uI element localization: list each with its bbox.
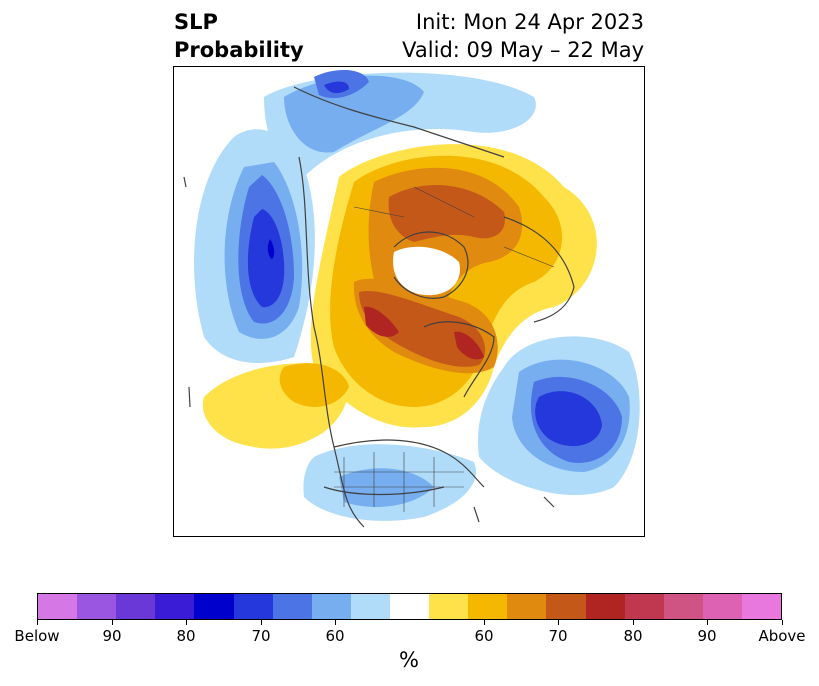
colorbar: [37, 593, 782, 620]
colorbar-segment: [77, 594, 117, 619]
title-product: Probability: [174, 38, 304, 62]
colorbar-segment: [389, 594, 430, 619]
colorbar-tick-label: 60: [474, 627, 494, 645]
colorbar-segment: [663, 594, 703, 619]
colorbar-tick-label: 80: [176, 627, 196, 645]
us-low-probability: [303, 444, 476, 521]
probability-map: [183, 70, 640, 528]
colorbar-tick: [112, 620, 113, 625]
colorbar-segment: [585, 594, 625, 619]
asia-low-probability: [264, 70, 536, 177]
colorbar-tick: [335, 620, 336, 625]
colorbar-tick: [558, 620, 559, 625]
colorbar-segment: [702, 594, 742, 619]
state-borders: [334, 186, 555, 512]
colorbar-tick: [37, 620, 38, 625]
colorbar-tick-label: 90: [102, 627, 122, 645]
colorbar-segment: [155, 594, 195, 619]
colorbar-segment: [741, 594, 782, 619]
colorbar-tick: [707, 620, 708, 625]
colorbar-tick: [484, 620, 485, 625]
colorbar-tick: [782, 620, 783, 625]
colorbar-tick-label: 70: [548, 627, 568, 645]
colorbar-tick: [633, 620, 634, 625]
land-outlines: [183, 86, 575, 528]
colorbar-segment: [272, 594, 312, 619]
colorbar-tick: [186, 620, 187, 625]
colorbar-tick-label: 70: [251, 627, 271, 645]
colorbar-unit: %: [399, 648, 419, 672]
colorbar-segment: [311, 594, 351, 619]
colorbar-segment: [194, 594, 234, 619]
title-variable: SLP: [174, 10, 218, 34]
colorbar-tick-label: 90: [697, 627, 717, 645]
colorbar-segment: [546, 594, 586, 619]
colorbar-tick-label: 80: [623, 627, 643, 645]
colorbar-segment: [116, 594, 156, 619]
colorbar-tick-label: Above: [758, 627, 806, 645]
colorbar-segment: [507, 594, 547, 619]
map-panel[interactable]: [173, 66, 645, 537]
title-left: SLP Probability: [174, 8, 304, 64]
colorbar-segment: [468, 594, 508, 619]
colorbar-tick: [261, 620, 262, 625]
colorbar-segment: [233, 594, 273, 619]
colorbar-segment: [624, 594, 664, 619]
pacific-low-probability: [194, 129, 315, 363]
atlantic-low-probability: [478, 336, 640, 496]
init-date: Init: Mon 24 Apr 2023: [415, 10, 644, 34]
title-right: Init: Mon 24 Apr 2023 Valid: 09 May – 22…: [402, 8, 644, 64]
colorbar-segment: [350, 594, 390, 619]
colorbar-tick-label: Below: [14, 627, 60, 645]
colorbar-tick-label: 60: [325, 627, 345, 645]
colorbar-segment: [429, 594, 469, 619]
polar-neutral: [393, 246, 460, 296]
colorbar-segment: [38, 594, 78, 619]
valid-range: Valid: 09 May – 22 May: [402, 38, 644, 62]
